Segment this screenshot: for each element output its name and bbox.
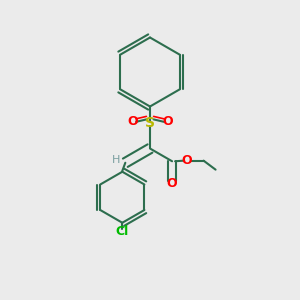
- Text: O: O: [127, 115, 138, 128]
- Text: S: S: [145, 116, 155, 130]
- Text: O: O: [167, 177, 177, 190]
- Text: O: O: [182, 154, 192, 167]
- Text: H: H: [112, 155, 121, 165]
- Text: O: O: [162, 115, 173, 128]
- Text: Cl: Cl: [116, 225, 129, 238]
